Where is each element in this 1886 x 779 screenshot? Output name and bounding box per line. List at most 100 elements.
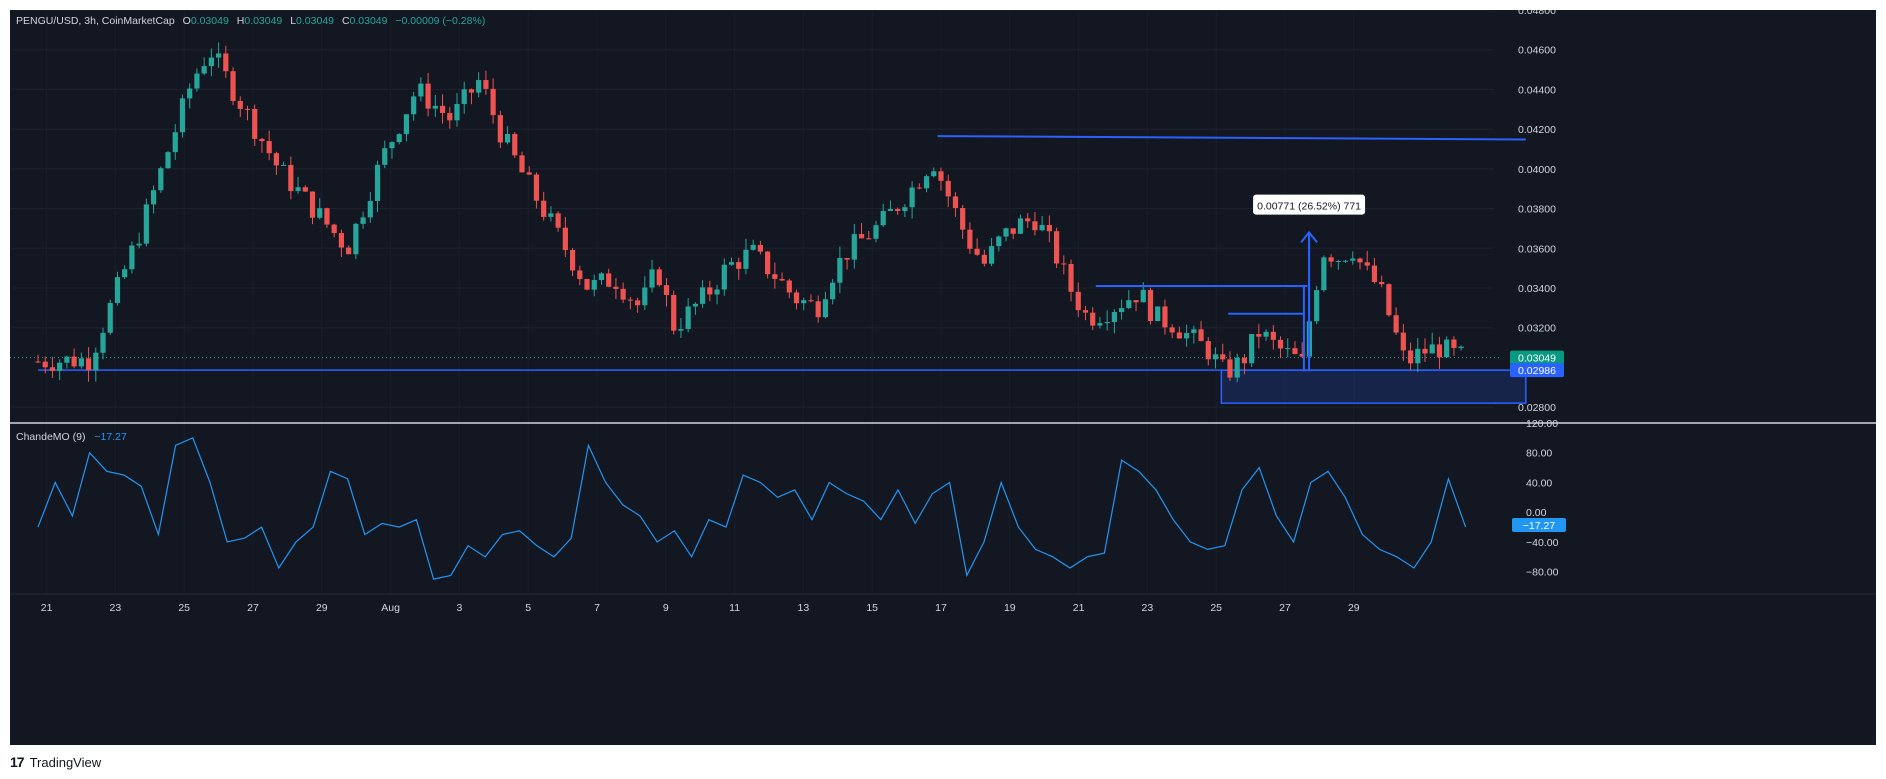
candle-body[interactable] [916, 187, 922, 189]
candle-body[interactable] [317, 208, 323, 218]
candle-body[interactable] [960, 208, 966, 230]
candle-body[interactable] [902, 207, 908, 212]
candle-body[interactable] [981, 254, 987, 264]
drawing-overlay[interactable] [937, 135, 1526, 372]
candle-body[interactable] [490, 88, 496, 116]
candle-body[interactable] [374, 164, 381, 202]
candle-body[interactable] [1068, 264, 1074, 292]
chart-canvas[interactable]: 0.04800 0.04600 0.04400 0.04200 0.04000 0.038… [10, 10, 1876, 745]
candle-body[interactable] [411, 96, 417, 115]
candle-body[interactable] [858, 234, 865, 239]
candle-body[interactable] [996, 236, 1002, 247]
candle-body[interactable] [1256, 334, 1262, 337]
candle-body[interactable] [707, 287, 713, 295]
candle-body[interactable] [302, 187, 308, 192]
candle-body[interactable] [216, 53, 222, 58]
candle-body[interactable] [1198, 329, 1204, 342]
candle-body[interactable] [533, 174, 540, 201]
candle-body[interactable] [1364, 262, 1370, 266]
candle-body[interactable] [237, 100, 243, 109]
candle-body[interactable] [569, 250, 576, 271]
candle-body[interactable] [367, 201, 373, 218]
candle-body[interactable] [1458, 346, 1464, 348]
candle-body[interactable] [1314, 290, 1320, 322]
candle-body[interactable] [35, 361, 41, 363]
candle-body[interactable] [1393, 315, 1399, 333]
candle-body[interactable] [266, 141, 272, 154]
candle-body[interactable] [1212, 354, 1219, 360]
candle-body[interactable] [1053, 231, 1060, 264]
candle-body[interactable] [389, 142, 395, 149]
candle-body[interactable] [360, 217, 366, 224]
candle-body[interactable] [1379, 281, 1385, 285]
candle-body[interactable] [187, 88, 193, 99]
candle-body[interactable] [952, 196, 959, 209]
candle-body[interactable] [743, 249, 749, 269]
candle-body[interactable] [750, 244, 756, 250]
candle-body[interactable] [295, 187, 301, 191]
candle-body[interactable] [114, 277, 121, 303]
candle-body[interactable] [85, 358, 92, 371]
measure-tooltip[interactable]: 0.00771 (26.52%) 771 [1253, 194, 1366, 215]
candle-body[interactable] [786, 280, 792, 293]
candle-body[interactable] [439, 105, 446, 114]
candle-body[interactable] [830, 282, 836, 300]
candle-body[interactable] [1299, 353, 1305, 357]
candle-body[interactable] [945, 180, 951, 197]
candle-body[interactable] [1444, 339, 1450, 358]
candle-body[interactable] [1407, 350, 1414, 364]
candle-body[interactable] [1032, 221, 1038, 231]
candle-body[interactable] [606, 273, 612, 287]
candle-body[interactable] [281, 164, 287, 166]
candle-body[interactable] [931, 171, 937, 177]
candle-body[interactable] [331, 224, 337, 234]
candle-body[interactable] [1162, 306, 1168, 328]
candle-body[interactable] [851, 234, 857, 260]
candle-body[interactable] [208, 57, 214, 67]
candle-body[interactable] [692, 303, 698, 307]
candle-body[interactable] [100, 332, 106, 353]
candle-body[interactable] [1010, 228, 1016, 234]
candle-body[interactable] [1126, 300, 1132, 309]
candle-body[interactable] [714, 289, 720, 295]
tradingview-logo-icon[interactable]: 17 [10, 754, 25, 770]
candle-body[interactable] [1169, 327, 1175, 333]
candle-body[interactable] [649, 269, 655, 288]
candle-body[interactable] [577, 270, 583, 280]
candle-body[interactable] [468, 89, 475, 93]
candle-body[interactable] [129, 245, 135, 270]
candle-body[interactable] [1328, 257, 1334, 262]
candle-body[interactable] [1119, 308, 1125, 313]
candle-body[interactable] [1292, 348, 1298, 354]
candle-body[interactable] [259, 138, 265, 142]
candle-body[interactable] [201, 66, 207, 74]
candle-body[interactable] [772, 274, 778, 279]
candle-body[interactable] [880, 210, 886, 226]
candle-body[interactable] [548, 213, 554, 217]
candle-body[interactable] [1342, 260, 1349, 262]
trend-line[interactable] [937, 135, 1526, 141]
candle-body[interactable] [1133, 300, 1139, 303]
candle-body[interactable] [634, 300, 641, 306]
candle-body[interactable] [1111, 312, 1117, 323]
candle-body[interactable] [1075, 291, 1081, 311]
candle-body[interactable] [49, 367, 56, 371]
candle-body[interactable] [1176, 332, 1182, 339]
candle-body[interactable] [483, 80, 489, 89]
candle-body[interactable] [1234, 357, 1240, 378]
candle-body[interactable] [1371, 265, 1378, 282]
candle-body[interactable] [815, 301, 821, 318]
candle-body[interactable] [309, 191, 316, 218]
candle-body[interactable] [671, 294, 677, 331]
candle-body[interactable] [1400, 332, 1406, 351]
candle-body[interactable] [895, 208, 901, 212]
candle-body[interactable] [562, 227, 568, 251]
candle-body[interactable] [143, 204, 149, 244]
candle-body[interactable] [1285, 348, 1291, 350]
candle-body[interactable] [844, 257, 850, 260]
candle-body[interactable] [1451, 339, 1457, 348]
candle-body[interactable] [1263, 331, 1269, 337]
candle-body[interactable] [403, 114, 410, 135]
candle-body[interactable] [793, 292, 800, 304]
candle-body[interactable] [1422, 348, 1428, 354]
